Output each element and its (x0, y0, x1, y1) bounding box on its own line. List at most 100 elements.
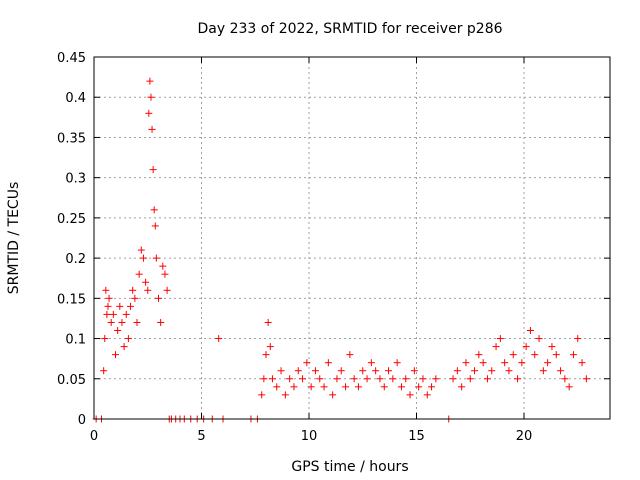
data-point (102, 286, 110, 294)
data-point (518, 359, 526, 367)
data-point (578, 359, 586, 367)
data-point (544, 359, 552, 367)
data-point (415, 383, 423, 391)
y-tick-label: 0.3 (65, 172, 86, 187)
data-point (215, 335, 223, 343)
y-tick-label: 0.4 (65, 91, 86, 106)
data-point (582, 375, 590, 383)
x-tick-label: 20 (516, 429, 533, 444)
data-point (367, 359, 375, 367)
data-point (299, 375, 307, 383)
data-point (262, 351, 270, 359)
data-point (337, 367, 345, 375)
data-point (101, 335, 109, 343)
data-point (324, 359, 332, 367)
data-point (144, 286, 152, 294)
data-point (372, 367, 380, 375)
data-point (539, 367, 547, 375)
plot-frame (93, 56, 611, 420)
data-point (264, 318, 272, 326)
data-point (303, 359, 311, 367)
data-point (135, 270, 143, 278)
data-point (406, 391, 414, 399)
data-point (277, 367, 285, 375)
y-tick-label: 0 (78, 413, 86, 428)
data-point (116, 302, 124, 310)
data-point (290, 383, 298, 391)
data-point (565, 383, 573, 391)
data-point (557, 367, 565, 375)
data-point (148, 125, 156, 133)
x-tick-label: 0 (90, 429, 98, 444)
data-points (92, 77, 590, 423)
y-axis-ticks: 0 0.05 0.1 0.15 0.2 0.25 0.3 0.35 0.4 0.45 (57, 51, 610, 428)
data-point (574, 335, 582, 343)
data-point (161, 270, 169, 278)
data-point (363, 375, 371, 383)
data-point (151, 222, 159, 230)
x-axis-label: GPS time / hours (291, 459, 408, 475)
data-point (342, 383, 350, 391)
data-point (163, 286, 171, 294)
data-point (385, 367, 393, 375)
x-axis-ticks: 0 5 10 15 20 (90, 57, 532, 444)
data-point (471, 367, 479, 375)
data-point (329, 391, 337, 399)
data-point (307, 383, 315, 391)
y-tick-label: 0.45 (57, 51, 86, 66)
data-point (509, 351, 517, 359)
data-point (145, 109, 153, 117)
data-point (350, 375, 358, 383)
data-point (124, 335, 132, 343)
data-point (258, 391, 266, 399)
data-point (147, 93, 155, 101)
data-point (475, 351, 483, 359)
data-point (159, 262, 167, 270)
data-point (142, 278, 150, 286)
data-point (112, 351, 119, 359)
data-point (354, 383, 362, 391)
data-point (129, 286, 137, 294)
data-point (526, 327, 534, 335)
data-point (137, 246, 145, 254)
data-point (397, 383, 405, 391)
data-point (320, 383, 328, 391)
data-point (423, 391, 431, 399)
y-tick-label: 0.25 (57, 212, 86, 227)
y-tick-label: 0.35 (57, 131, 86, 146)
grid (94, 57, 610, 419)
data-point (266, 343, 274, 351)
data-point (346, 351, 354, 359)
data-point (432, 375, 440, 383)
data-point (146, 77, 154, 85)
data-point (139, 254, 147, 262)
data-point (316, 375, 324, 383)
data-point (402, 375, 410, 383)
y-tick-label: 0.1 (65, 333, 86, 348)
data-point (273, 383, 281, 391)
x-tick-label: 10 (301, 429, 318, 444)
data-point (389, 375, 397, 383)
data-point (535, 335, 543, 343)
data-point (149, 166, 157, 174)
data-point (268, 375, 276, 383)
data-point (569, 351, 577, 359)
data-point (118, 318, 126, 326)
data-point (105, 294, 113, 302)
chart-title: Day 233 of 2022, SRMTID for receiver p28… (197, 21, 502, 37)
data-point (548, 343, 556, 351)
data-point (462, 359, 470, 367)
data-point (100, 367, 108, 375)
data-point (419, 375, 427, 383)
data-point (393, 359, 401, 367)
data-point (103, 310, 111, 318)
data-point (483, 375, 491, 383)
data-point (514, 375, 522, 383)
data-point (286, 375, 294, 383)
data-point (561, 375, 569, 383)
data-point (260, 375, 268, 383)
data-point (496, 335, 504, 343)
data-point (127, 302, 135, 310)
data-point (458, 383, 466, 391)
